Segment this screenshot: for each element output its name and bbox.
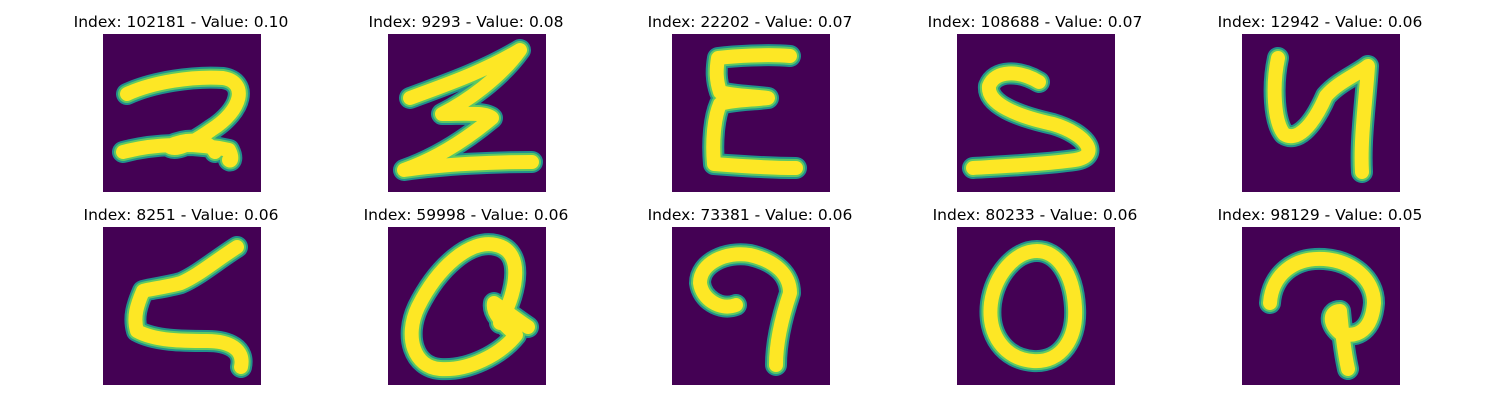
panel-title: Index: 8251 - Value: 0.06 [83,206,279,224]
panel-1: Index: 9293 - Value: 0.08 [326,12,606,194]
panel-title: Index: 12942 - Value: 0.06 [1217,13,1423,31]
panel-title: Index: 80233 - Value: 0.06 [932,206,1138,224]
digit-image [388,34,546,192]
digit-image [672,227,830,385]
digit-image [957,34,1115,192]
digit-image [103,34,261,192]
digit-image [1242,34,1400,192]
panel-title: Index: 59998 - Value: 0.06 [363,206,569,224]
panel-title: Index: 73381 - Value: 0.06 [647,206,853,224]
digit-image [388,227,546,385]
panel-5: Index: 8251 - Value: 0.06 [41,205,321,387]
panel-8: Index: 80233 - Value: 0.06 [895,205,1175,387]
panel-2: Index: 22202 - Value: 0.07 [610,12,890,194]
panel-3: Index: 108688 - Value: 0.07 [895,12,1175,194]
panel-7: Index: 73381 - Value: 0.06 [610,205,890,387]
digit-image [103,227,261,385]
panel-6: Index: 59998 - Value: 0.06 [326,205,606,387]
panel-4: Index: 12942 - Value: 0.06 [1180,12,1460,194]
panel-0: Index: 102181 - Value: 0.10 [41,12,321,194]
digit-image [957,227,1115,385]
panel-9: Index: 98129 - Value: 0.05 [1180,205,1460,387]
panel-title: Index: 108688 - Value: 0.07 [927,13,1143,31]
panel-title: Index: 102181 - Value: 0.10 [73,13,289,31]
digit-image [1242,227,1400,385]
panel-title: Index: 98129 - Value: 0.05 [1217,206,1423,224]
digit-image [672,34,830,192]
panel-title: Index: 9293 - Value: 0.08 [368,13,564,31]
panel-title: Index: 22202 - Value: 0.07 [647,13,853,31]
